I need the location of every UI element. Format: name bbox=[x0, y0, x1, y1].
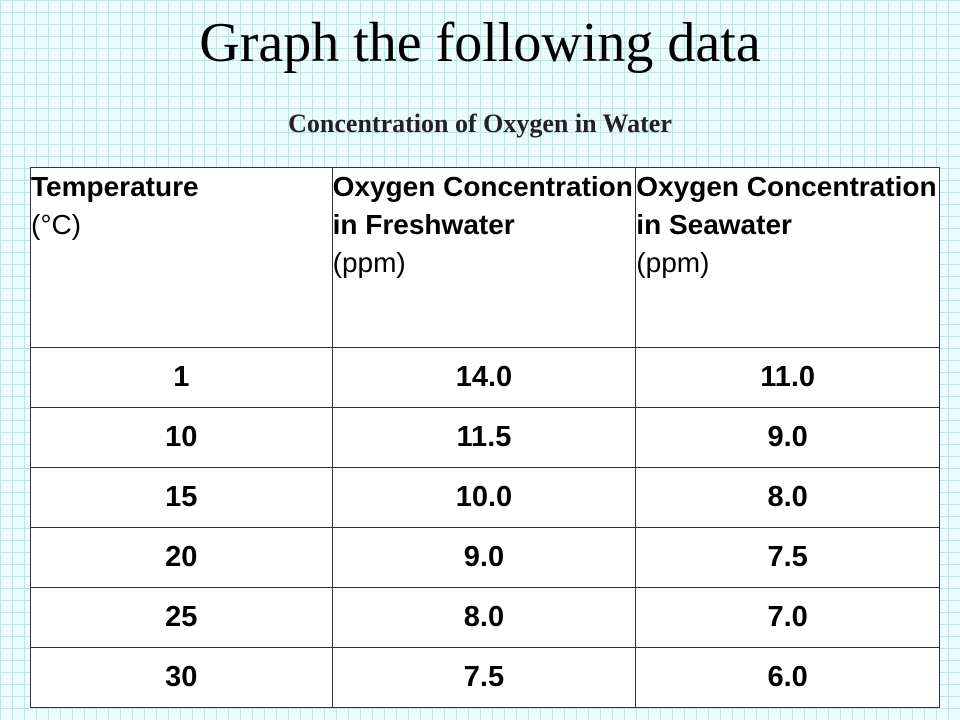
table-row: 15 10.0 8.0 bbox=[30, 467, 940, 528]
table-title: Concentration of Oxygen in Water bbox=[288, 109, 672, 138]
table-row: 30 7.5 6.0 bbox=[30, 647, 940, 708]
column-header-unit: (ppm) bbox=[636, 247, 710, 278]
table-row: 1 14.0 11.0 bbox=[30, 347, 940, 408]
seawater-cell: 11.0 bbox=[635, 347, 940, 408]
seawater-cell: 8.0 bbox=[635, 467, 940, 528]
column-header-freshwater: Oxygen Concentration in Freshwater (ppm) bbox=[331, 167, 637, 348]
freshwater-cell: 11.5 bbox=[331, 407, 637, 468]
column-header-label: Temperature bbox=[31, 171, 199, 202]
table-row: 10 11.5 9.0 bbox=[30, 407, 940, 468]
column-header-unit: (°C) bbox=[31, 209, 82, 240]
freshwater-cell: 8.0 bbox=[331, 587, 637, 648]
seawater-cell: 7.5 bbox=[635, 527, 940, 588]
temperature-cell: 15 bbox=[30, 467, 333, 528]
slide-title: Graph the following data bbox=[199, 12, 761, 74]
temperature-cell: 20 bbox=[30, 527, 333, 588]
column-header-temperature: Temperature (°C) bbox=[30, 167, 333, 348]
data-table: Temperature (°C) Oxygen Concentration in… bbox=[30, 167, 940, 708]
freshwater-cell: 10.0 bbox=[331, 467, 637, 528]
column-header-label: Oxygen Concentration in Freshwater bbox=[332, 171, 633, 240]
table-row: 25 8.0 7.0 bbox=[30, 587, 940, 648]
column-header-seawater: Oxygen Concentration in Seawater (ppm) bbox=[635, 167, 940, 348]
seawater-cell: 6.0 bbox=[635, 647, 940, 708]
temperature-cell: 25 bbox=[30, 587, 333, 648]
column-header-unit: (ppm) bbox=[332, 247, 406, 278]
freshwater-cell: 9.0 bbox=[331, 527, 637, 588]
seawater-cell: 7.0 bbox=[635, 587, 940, 648]
freshwater-cell: 7.5 bbox=[331, 647, 637, 708]
freshwater-cell: 14.0 bbox=[331, 347, 637, 408]
temperature-cell: 30 bbox=[30, 647, 333, 708]
seawater-cell: 9.0 bbox=[635, 407, 940, 468]
column-header-label: Oxygen Concentration in Seawater bbox=[636, 171, 937, 240]
table-header-row: Temperature (°C) Oxygen Concentration in… bbox=[30, 167, 940, 348]
table-row: 20 9.0 7.5 bbox=[30, 527, 940, 588]
temperature-cell: 1 bbox=[30, 347, 333, 408]
temperature-cell: 10 bbox=[30, 407, 333, 468]
